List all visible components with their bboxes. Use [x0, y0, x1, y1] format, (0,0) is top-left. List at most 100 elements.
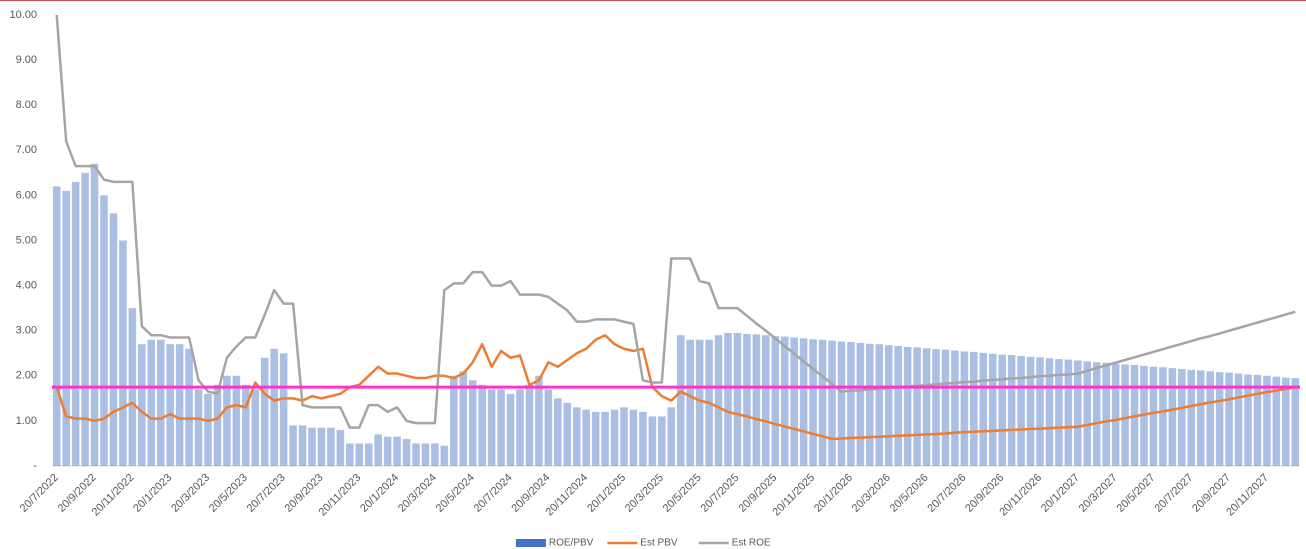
y-tick-label: 1.00	[16, 415, 37, 427]
bar	[1263, 375, 1271, 466]
bar	[1215, 372, 1224, 466]
y-tick-label: 9.00	[16, 54, 37, 66]
bar	[166, 344, 174, 466]
bar	[62, 190, 70, 466]
bar	[393, 436, 401, 466]
bar	[109, 213, 118, 466]
bar	[780, 336, 789, 466]
x-tick-label: 20/7/2024	[472, 472, 515, 515]
bar	[346, 443, 354, 466]
bar	[1111, 363, 1120, 466]
bar	[260, 357, 269, 466]
x-tick-label: 20/3/2026	[850, 472, 893, 515]
bar	[790, 337, 798, 466]
bar	[828, 340, 836, 466]
bar	[147, 339, 156, 466]
bar	[1017, 355, 1025, 466]
bar	[52, 186, 61, 466]
bar	[204, 393, 212, 466]
bar	[1121, 364, 1129, 466]
bar	[1149, 366, 1158, 466]
x-tick-label: 20/7/2023	[245, 472, 288, 515]
bar	[1055, 359, 1063, 466]
bar	[100, 195, 108, 466]
bar	[1272, 376, 1281, 466]
bar	[516, 389, 524, 466]
bar	[629, 409, 638, 466]
bar	[232, 375, 241, 466]
bar	[1092, 362, 1101, 466]
bar	[591, 411, 600, 466]
bar	[1159, 367, 1167, 466]
bar	[251, 389, 260, 466]
bar	[1064, 359, 1073, 466]
bar	[894, 346, 902, 466]
bar	[724, 332, 732, 466]
bar	[440, 445, 449, 466]
x-tick-label: 20/1/2025	[585, 472, 628, 515]
line-series	[55, 14, 1296, 429]
bar	[450, 375, 458, 466]
bar	[213, 384, 222, 466]
bar	[71, 181, 80, 466]
bar	[809, 339, 817, 466]
bar	[922, 348, 931, 466]
bar	[762, 335, 770, 466]
x-tick-label: 20/3/2025	[623, 472, 666, 515]
bar	[686, 339, 694, 466]
bar	[90, 163, 99, 466]
bar	[138, 344, 146, 466]
bar	[572, 407, 581, 466]
bar	[459, 371, 468, 466]
bar	[1036, 357, 1044, 466]
bar	[242, 384, 250, 466]
bar	[1234, 373, 1243, 466]
bar	[1140, 365, 1148, 466]
bar	[81, 172, 89, 466]
y-tick-label: -	[33, 460, 37, 472]
bar	[970, 351, 978, 466]
bar	[866, 343, 874, 466]
legend-swatch	[515, 539, 546, 547]
y-tick-label: 2.00	[16, 370, 37, 382]
bar	[648, 416, 657, 466]
bar	[658, 416, 666, 466]
bar	[327, 427, 335, 466]
x-tick-label: 20/5/2025	[661, 472, 704, 515]
bar	[355, 443, 364, 466]
x-tick-label: 20/7/2026	[925, 472, 968, 515]
bar	[1282, 377, 1290, 466]
bar	[374, 434, 382, 466]
bar	[185, 348, 193, 466]
bar	[913, 347, 921, 466]
x-tick-label: 20/7/2027	[1152, 472, 1195, 515]
bar	[714, 335, 723, 466]
bar	[431, 443, 439, 466]
bar	[875, 344, 884, 466]
bar	[223, 375, 231, 466]
y-tick-label: 7.00	[16, 144, 37, 156]
y-tick-label: 10.00	[9, 9, 37, 21]
bar	[298, 425, 307, 466]
bar	[175, 344, 184, 466]
bar	[639, 411, 647, 466]
y-tick-label: 8.00	[16, 99, 37, 111]
bar	[610, 409, 619, 466]
x-tick-label: 20/7/2022	[18, 472, 61, 515]
bar	[402, 438, 411, 466]
bar	[998, 354, 1006, 466]
bar	[743, 333, 751, 466]
bar	[582, 409, 590, 466]
bar	[988, 353, 997, 466]
bar	[336, 429, 345, 466]
bar	[799, 338, 808, 466]
bar	[979, 352, 988, 466]
bar	[156, 339, 165, 466]
bar	[1253, 374, 1262, 466]
bar	[364, 443, 373, 466]
x-tick-label: 20/7/2025	[699, 472, 742, 515]
bar	[1007, 355, 1016, 466]
bar	[667, 407, 676, 466]
bar	[856, 342, 865, 466]
bar	[1074, 360, 1082, 466]
